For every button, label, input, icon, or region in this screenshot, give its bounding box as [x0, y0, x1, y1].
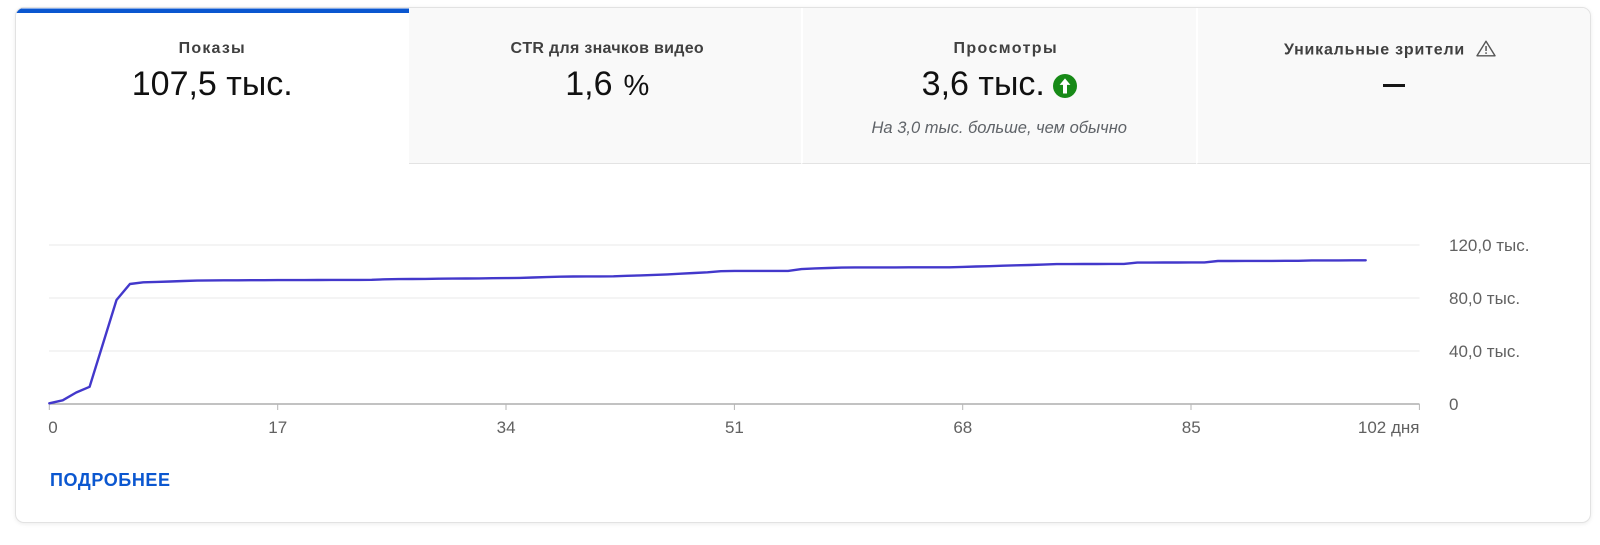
svg-text:80,0 тыс.: 80,0 тыс. [1449, 289, 1520, 308]
svg-text:0: 0 [1449, 395, 1458, 414]
svg-text:0: 0 [48, 418, 57, 437]
svg-text:51: 51 [725, 418, 744, 437]
svg-text:40,0 тыс.: 40,0 тыс. [1449, 342, 1520, 361]
svg-text:34: 34 [497, 418, 516, 437]
svg-text:17: 17 [268, 418, 287, 437]
svg-text:85: 85 [1182, 418, 1201, 437]
svg-text:68: 68 [953, 418, 972, 437]
svg-text:102 дня: 102 дня [1358, 418, 1420, 437]
svg-text:120,0 тыс.: 120,0 тыс. [1449, 236, 1530, 255]
